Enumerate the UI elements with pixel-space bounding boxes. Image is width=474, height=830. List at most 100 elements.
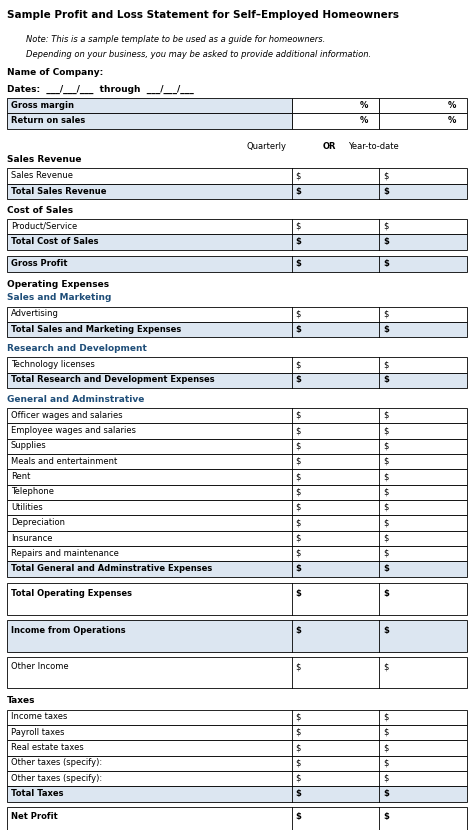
Text: $: $ <box>295 325 301 334</box>
Text: $: $ <box>295 237 301 247</box>
Text: Depending on your business, you may be asked to provide additional information.: Depending on your business, you may be a… <box>26 50 371 59</box>
Bar <box>7 469 467 485</box>
Text: Real estate taxes: Real estate taxes <box>11 743 83 752</box>
Text: Payroll taxes: Payroll taxes <box>11 728 64 737</box>
Bar <box>7 546 467 561</box>
Bar <box>7 373 467 388</box>
Text: $: $ <box>295 774 301 783</box>
Text: $: $ <box>383 789 389 798</box>
Text: $: $ <box>295 472 301 481</box>
Text: $: $ <box>383 589 389 598</box>
Text: %: % <box>360 100 369 110</box>
Bar <box>7 408 467 423</box>
Text: OR: OR <box>322 142 336 151</box>
Text: Sales Revenue: Sales Revenue <box>7 155 82 164</box>
Text: Income taxes: Income taxes <box>11 712 67 721</box>
Bar <box>7 454 467 469</box>
Text: Telephone: Telephone <box>11 487 54 496</box>
Bar <box>7 423 467 438</box>
Text: $: $ <box>295 503 301 512</box>
Text: Note: This is a sample template to be used as a guide for homeowners.: Note: This is a sample template to be us… <box>26 35 325 44</box>
Text: Technology licenses: Technology licenses <box>11 360 95 369</box>
Text: $: $ <box>383 171 388 180</box>
Text: $: $ <box>383 222 388 231</box>
Bar <box>7 322 467 337</box>
Text: Other Income: Other Income <box>11 662 69 671</box>
Text: Total Research and Development Expenses: Total Research and Development Expenses <box>11 375 215 384</box>
Text: $: $ <box>295 375 301 384</box>
Text: Repairs and maintenance: Repairs and maintenance <box>11 549 119 558</box>
Text: %: % <box>448 116 456 125</box>
Bar <box>7 485 467 500</box>
Text: $: $ <box>295 662 301 671</box>
Text: $: $ <box>295 518 301 527</box>
Text: $: $ <box>295 171 301 180</box>
Text: $: $ <box>295 259 301 268</box>
Text: $: $ <box>383 487 388 496</box>
Text: $: $ <box>295 564 301 574</box>
Text: Total Sales and Marketing Expenses: Total Sales and Marketing Expenses <box>11 325 181 334</box>
Text: Research and Development: Research and Development <box>7 344 147 353</box>
Bar <box>7 357 467 373</box>
Text: Other taxes (specify):: Other taxes (specify): <box>11 774 102 783</box>
Text: $: $ <box>383 426 388 435</box>
Text: $: $ <box>383 712 388 721</box>
Text: $: $ <box>295 549 301 558</box>
Text: Year-to-date: Year-to-date <box>348 142 399 151</box>
Text: $: $ <box>383 472 388 481</box>
Text: $: $ <box>383 518 388 527</box>
Text: $: $ <box>383 774 388 783</box>
Text: $: $ <box>383 503 388 512</box>
Text: $: $ <box>383 310 388 319</box>
Bar <box>7 500 467 515</box>
Text: Other taxes (specify):: Other taxes (specify): <box>11 759 102 768</box>
Text: $: $ <box>295 222 301 231</box>
Text: $: $ <box>383 534 388 543</box>
Text: $: $ <box>295 626 301 635</box>
Text: $: $ <box>295 789 301 798</box>
Bar <box>7 725 467 740</box>
Text: Insurance: Insurance <box>11 534 53 543</box>
Text: Return on sales: Return on sales <box>11 116 85 125</box>
Bar <box>7 306 467 322</box>
Text: Dates:  ___/___/___  through  ___/___/___: Dates: ___/___/___ through ___/___/___ <box>7 85 194 94</box>
Bar <box>7 183 467 199</box>
Text: %: % <box>448 100 456 110</box>
Text: $: $ <box>383 237 389 247</box>
Text: Employee wages and salaries: Employee wages and salaries <box>11 426 136 435</box>
Bar <box>7 98 292 114</box>
Text: $: $ <box>295 743 301 752</box>
Text: $: $ <box>383 759 388 768</box>
Bar <box>7 234 467 250</box>
Bar <box>7 710 467 725</box>
Text: Advertising: Advertising <box>11 310 59 319</box>
Text: Total General and Adminstrative Expenses: Total General and Adminstrative Expenses <box>11 564 212 574</box>
Text: Name of Company:: Name of Company: <box>7 68 103 77</box>
Text: $: $ <box>295 759 301 768</box>
Bar <box>7 438 467 454</box>
Text: Gross Profit: Gross Profit <box>11 259 67 268</box>
Text: $: $ <box>383 259 389 268</box>
Text: Income from Operations: Income from Operations <box>11 626 126 635</box>
Bar <box>7 740 467 756</box>
Text: $: $ <box>383 728 388 737</box>
Text: %: % <box>360 116 369 125</box>
Text: $: $ <box>383 626 389 635</box>
Text: Operating Expenses: Operating Expenses <box>7 280 109 289</box>
Bar <box>7 756 467 771</box>
Text: Product/Service: Product/Service <box>11 222 77 231</box>
Text: $: $ <box>295 534 301 543</box>
Text: $: $ <box>295 426 301 435</box>
Bar <box>379 98 467 114</box>
Text: $: $ <box>295 411 301 420</box>
Text: $: $ <box>383 662 388 671</box>
Text: $: $ <box>295 728 301 737</box>
Bar <box>7 531 467 546</box>
Bar <box>7 620 467 652</box>
Text: Total Operating Expenses: Total Operating Expenses <box>11 589 132 598</box>
Text: $: $ <box>295 712 301 721</box>
Text: $: $ <box>295 442 301 451</box>
Text: General and Adminstrative: General and Adminstrative <box>7 394 145 403</box>
Text: Total Taxes: Total Taxes <box>11 789 64 798</box>
Text: Taxes: Taxes <box>7 696 36 706</box>
